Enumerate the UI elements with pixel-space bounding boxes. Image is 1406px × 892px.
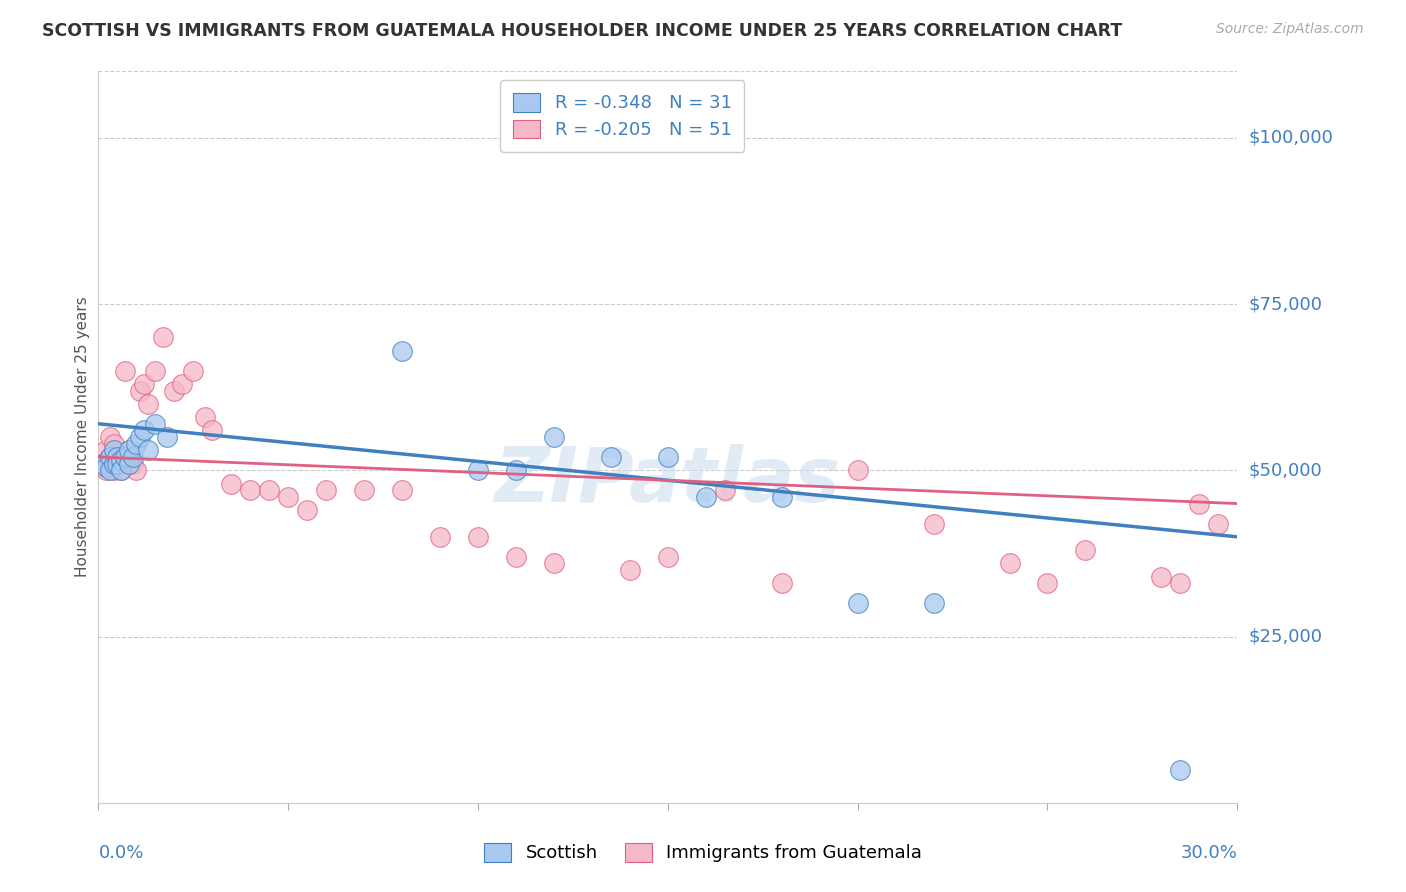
Point bbox=[98, 450, 121, 464]
Point bbox=[125, 436, 148, 450]
Point bbox=[91, 457, 114, 471]
Point bbox=[846, 596, 869, 610]
Text: $100,000: $100,000 bbox=[1249, 128, 1333, 147]
Text: ZIPatlas: ZIPatlas bbox=[495, 444, 841, 518]
Point bbox=[467, 530, 489, 544]
Point bbox=[259, 483, 281, 498]
Point bbox=[163, 384, 186, 398]
Point bbox=[98, 463, 121, 477]
Text: 30.0%: 30.0% bbox=[1181, 845, 1237, 863]
Point bbox=[1170, 763, 1192, 777]
Point bbox=[114, 363, 136, 377]
Point bbox=[98, 430, 121, 444]
Point bbox=[505, 463, 527, 477]
Point bbox=[353, 483, 375, 498]
Point bbox=[619, 563, 641, 577]
Text: $50,000: $50,000 bbox=[1249, 461, 1322, 479]
Point bbox=[103, 443, 125, 458]
Point bbox=[239, 483, 262, 498]
Point bbox=[118, 443, 141, 458]
Point bbox=[132, 376, 155, 391]
Point bbox=[118, 450, 141, 464]
Point bbox=[1074, 543, 1097, 558]
Point bbox=[543, 430, 565, 444]
Point bbox=[94, 443, 117, 458]
Point bbox=[136, 397, 159, 411]
Point bbox=[391, 483, 413, 498]
Point bbox=[657, 450, 679, 464]
Point bbox=[998, 557, 1021, 571]
Y-axis label: Householder Income Under 25 years: Householder Income Under 25 years bbox=[75, 297, 90, 577]
Point bbox=[201, 424, 224, 438]
Point bbox=[297, 503, 319, 517]
Point bbox=[107, 450, 129, 464]
Point bbox=[391, 343, 413, 358]
Point bbox=[107, 457, 129, 471]
Point bbox=[118, 457, 141, 471]
Point bbox=[315, 483, 337, 498]
Point bbox=[152, 330, 174, 344]
Point bbox=[156, 430, 179, 444]
Point bbox=[98, 450, 121, 464]
Point bbox=[770, 490, 793, 504]
Point bbox=[277, 490, 299, 504]
Point bbox=[136, 443, 159, 458]
Point bbox=[657, 549, 679, 564]
Text: Source: ZipAtlas.com: Source: ZipAtlas.com bbox=[1216, 22, 1364, 37]
Point bbox=[91, 457, 114, 471]
Point bbox=[118, 443, 141, 458]
Point bbox=[770, 576, 793, 591]
Point bbox=[145, 417, 167, 431]
Point bbox=[110, 463, 132, 477]
Point bbox=[94, 460, 117, 475]
Point bbox=[110, 450, 132, 464]
Point bbox=[1188, 497, 1211, 511]
Point bbox=[103, 457, 125, 471]
Point bbox=[846, 463, 869, 477]
Point bbox=[121, 450, 143, 464]
Point bbox=[1170, 576, 1192, 591]
Point bbox=[1150, 570, 1173, 584]
Text: 0.0%: 0.0% bbox=[98, 845, 143, 863]
Point bbox=[543, 557, 565, 571]
Point bbox=[194, 410, 217, 425]
Point bbox=[107, 457, 129, 471]
Point bbox=[129, 384, 152, 398]
Point bbox=[922, 516, 945, 531]
Point bbox=[1208, 516, 1230, 531]
Point bbox=[429, 530, 451, 544]
Legend: R = -0.348   N = 31, R = -0.205   N = 51: R = -0.348 N = 31, R = -0.205 N = 51 bbox=[501, 80, 744, 152]
Text: $75,000: $75,000 bbox=[1249, 295, 1323, 313]
Legend: Scottish, Immigrants from Guatemala: Scottish, Immigrants from Guatemala bbox=[477, 836, 929, 870]
Point bbox=[467, 463, 489, 477]
Text: $25,000: $25,000 bbox=[1249, 628, 1323, 646]
Point bbox=[110, 453, 132, 467]
Point bbox=[600, 450, 623, 464]
Point bbox=[125, 463, 148, 477]
Point bbox=[121, 457, 143, 471]
Point bbox=[695, 490, 717, 504]
Point bbox=[129, 430, 152, 444]
Point bbox=[922, 596, 945, 610]
Point bbox=[114, 450, 136, 464]
Point bbox=[103, 463, 125, 477]
Text: SCOTTISH VS IMMIGRANTS FROM GUATEMALA HOUSEHOLDER INCOME UNDER 25 YEARS CORRELAT: SCOTTISH VS IMMIGRANTS FROM GUATEMALA HO… bbox=[42, 22, 1122, 40]
Point bbox=[1036, 576, 1059, 591]
Point bbox=[170, 376, 193, 391]
Point bbox=[107, 450, 129, 464]
Point bbox=[505, 549, 527, 564]
Point bbox=[103, 436, 125, 450]
Point bbox=[110, 463, 132, 477]
Point bbox=[94, 463, 117, 477]
Point bbox=[145, 363, 167, 377]
Point bbox=[132, 424, 155, 438]
Point bbox=[714, 483, 737, 498]
Point bbox=[221, 476, 243, 491]
Point bbox=[183, 363, 205, 377]
